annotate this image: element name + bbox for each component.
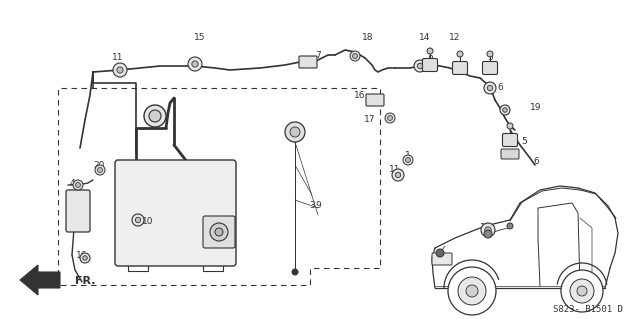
Text: 7: 7 [315, 50, 321, 60]
FancyBboxPatch shape [422, 58, 438, 71]
Text: 5: 5 [521, 137, 527, 146]
Circle shape [83, 256, 87, 260]
Circle shape [290, 127, 300, 137]
Circle shape [192, 61, 198, 67]
Text: 4: 4 [69, 180, 75, 189]
Circle shape [466, 285, 478, 297]
Circle shape [487, 85, 493, 91]
Circle shape [458, 277, 486, 305]
Circle shape [436, 249, 444, 257]
Circle shape [500, 105, 510, 115]
Circle shape [95, 165, 105, 175]
Text: 11: 11 [112, 54, 124, 63]
Text: 13: 13 [480, 224, 492, 233]
Circle shape [427, 48, 433, 54]
Text: 3: 3 [309, 201, 315, 210]
Text: 9: 9 [315, 201, 321, 210]
Text: 2: 2 [79, 213, 85, 222]
Circle shape [561, 270, 603, 312]
Circle shape [577, 286, 587, 296]
Circle shape [132, 214, 144, 226]
FancyBboxPatch shape [299, 56, 317, 68]
Circle shape [117, 67, 123, 73]
Circle shape [144, 105, 166, 127]
Text: 12: 12 [449, 33, 461, 42]
Text: 18: 18 [362, 33, 374, 42]
Circle shape [350, 51, 360, 61]
Text: 15: 15 [195, 33, 205, 42]
Circle shape [507, 223, 513, 229]
Text: 1: 1 [405, 151, 411, 160]
Text: 6: 6 [497, 84, 503, 93]
Circle shape [484, 230, 492, 238]
Text: 6: 6 [533, 158, 539, 167]
Circle shape [481, 223, 495, 237]
Text: 10: 10 [142, 218, 154, 226]
FancyBboxPatch shape [366, 94, 384, 106]
Circle shape [507, 123, 513, 129]
Circle shape [403, 155, 413, 165]
FancyBboxPatch shape [502, 133, 518, 146]
Circle shape [285, 122, 305, 142]
Text: 14: 14 [419, 33, 431, 42]
Circle shape [188, 57, 202, 71]
Text: 20: 20 [93, 160, 105, 169]
FancyBboxPatch shape [115, 160, 236, 266]
Text: 8: 8 [427, 56, 433, 64]
Text: 11: 11 [389, 166, 401, 174]
Text: 16: 16 [355, 91, 365, 100]
Text: S823- B1501 D: S823- B1501 D [553, 306, 623, 315]
Text: 17: 17 [364, 115, 376, 124]
Circle shape [292, 269, 298, 275]
Circle shape [503, 108, 508, 112]
FancyBboxPatch shape [452, 62, 467, 75]
FancyBboxPatch shape [483, 62, 497, 75]
Circle shape [406, 158, 410, 162]
Circle shape [485, 227, 491, 233]
FancyBboxPatch shape [203, 216, 235, 248]
Circle shape [353, 54, 358, 58]
Circle shape [97, 167, 102, 173]
FancyBboxPatch shape [66, 190, 90, 232]
Circle shape [385, 113, 395, 123]
Circle shape [80, 253, 90, 263]
Circle shape [570, 279, 594, 303]
Circle shape [215, 228, 223, 236]
Text: 19: 19 [531, 103, 541, 113]
Circle shape [113, 63, 127, 77]
Circle shape [392, 169, 404, 181]
Text: FR.: FR. [75, 276, 95, 286]
Circle shape [149, 110, 161, 122]
FancyBboxPatch shape [432, 253, 452, 265]
Circle shape [484, 82, 496, 94]
Circle shape [414, 60, 426, 72]
Circle shape [210, 223, 228, 241]
FancyBboxPatch shape [501, 149, 519, 159]
Polygon shape [20, 265, 60, 295]
Circle shape [487, 51, 493, 57]
Circle shape [387, 115, 392, 121]
Circle shape [76, 182, 81, 188]
Text: 16: 16 [76, 250, 88, 259]
Circle shape [135, 217, 141, 223]
Circle shape [448, 267, 496, 315]
Circle shape [396, 172, 401, 178]
Circle shape [73, 180, 83, 190]
Text: 5: 5 [487, 54, 493, 63]
Circle shape [457, 51, 463, 57]
Circle shape [417, 63, 422, 69]
